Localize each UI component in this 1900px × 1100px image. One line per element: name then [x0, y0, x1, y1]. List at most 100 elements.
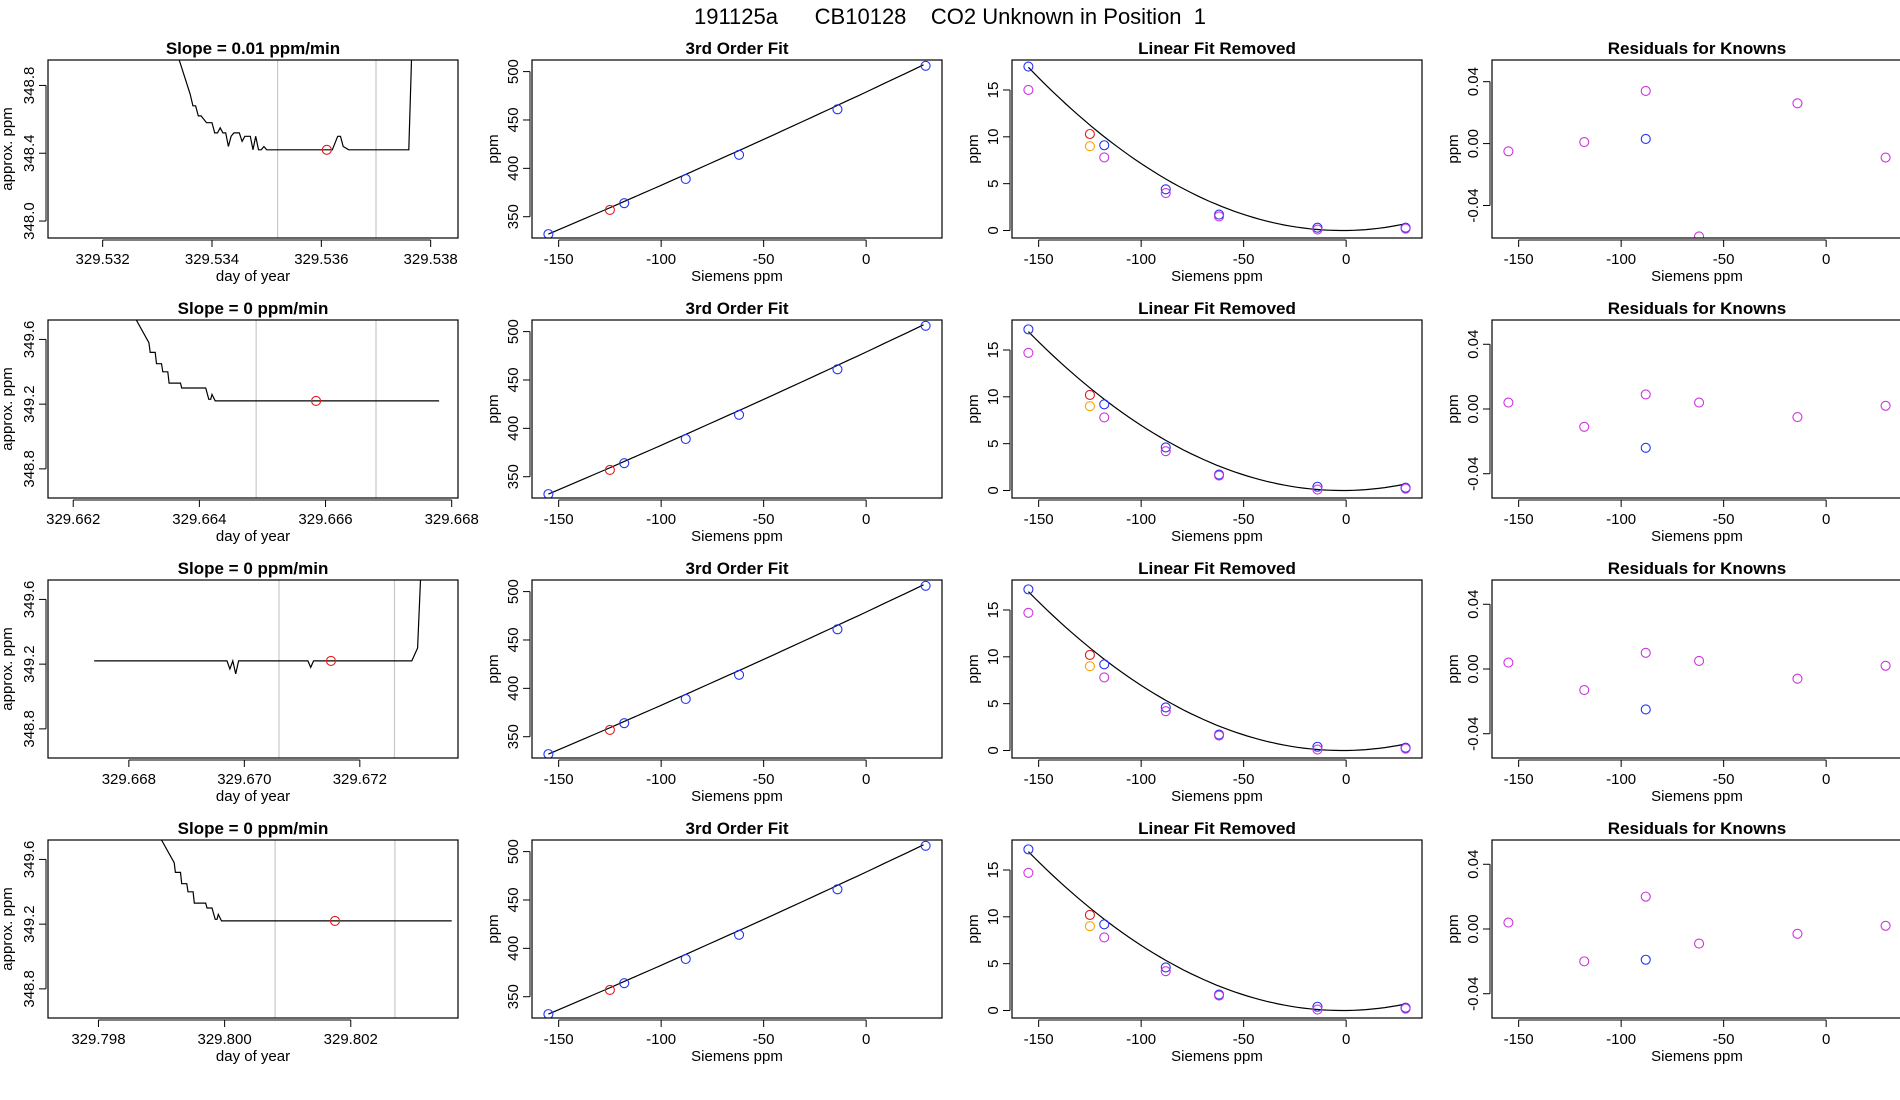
- y-tick-label: 348.4: [21, 134, 38, 172]
- y-tick-label: 5: [985, 439, 1002, 447]
- y-tick-label: 400: [505, 156, 522, 181]
- x-tick-label: 329.668: [425, 511, 479, 528]
- x-tick-label: -50: [1233, 1031, 1255, 1048]
- y-tick-label: 10: [985, 128, 1002, 145]
- data-point: [619, 978, 630, 989]
- y-axis-label: ppm: [485, 914, 502, 943]
- data-point: [543, 229, 554, 238]
- data-point: [1640, 647, 1651, 658]
- y-tick-label: 500: [505, 59, 522, 84]
- data-point: [733, 929, 745, 940]
- data-point: [1400, 743, 1411, 754]
- y-tick-label: 450: [505, 627, 522, 652]
- x-tick-label: -100: [646, 1031, 676, 1048]
- data-point: [1084, 128, 1095, 140]
- data-point: [1503, 657, 1514, 668]
- y-tick-label: 0.00: [1465, 914, 1482, 943]
- y-tick-label: 350: [505, 724, 522, 749]
- data-point: [619, 458, 630, 469]
- data-point: [832, 624, 843, 635]
- page-title: 191125a CB10128 CO2 Unknown in Position …: [693, 4, 1206, 29]
- x-tick-label: -100: [1126, 251, 1156, 268]
- data-point: [1312, 484, 1323, 495]
- data-point: [1214, 990, 1225, 1001]
- y-tick-label: 0.04: [1465, 850, 1482, 879]
- plot-frame: [47, 319, 459, 499]
- x-tick-label: -100: [1126, 1031, 1156, 1048]
- y-axis-label: ppm: [965, 134, 982, 163]
- chart-title: 3rd Order Fit: [686, 39, 789, 58]
- data-point: [1312, 481, 1323, 492]
- data-point: [832, 884, 843, 895]
- chart-title: Linear Fit Removed: [1138, 299, 1296, 318]
- x-axis-label: Siemens ppm: [691, 528, 783, 545]
- y-tick-label: 10: [985, 648, 1002, 665]
- chart-panel: Linear Fit Removed -150 -100 -50 0 Siemens pp…: [965, 559, 1423, 805]
- data-point: [1640, 891, 1651, 902]
- fit-curve: [1027, 851, 1404, 1012]
- data-point: [1099, 932, 1110, 943]
- y-tick-label: 0.00: [1465, 654, 1482, 683]
- y-tick-label: 0: [985, 746, 1002, 754]
- y-tick-label: 15: [985, 602, 1002, 619]
- data-point: [619, 718, 630, 729]
- data-point: [680, 693, 691, 705]
- y-tick-label: 5: [985, 179, 1002, 187]
- chart-panel: Linear Fit Removed -150 -100 -50 0 Siemens pp…: [965, 819, 1423, 1065]
- data-point: [1023, 584, 1034, 595]
- series-line: [135, 320, 440, 402]
- x-axis-label: Siemens ppm: [691, 1048, 783, 1065]
- data-point: [680, 433, 691, 445]
- y-tick-label: 450: [505, 107, 522, 132]
- data-point: [604, 984, 615, 995]
- data-point: [1579, 956, 1590, 967]
- data-point: [604, 724, 615, 735]
- x-axis-label: day of year: [216, 788, 290, 805]
- y-tick-label: 0.00: [1465, 129, 1482, 158]
- y-tick-label: 0.04: [1465, 67, 1482, 96]
- x-tick-label: -50: [1713, 1031, 1735, 1048]
- data-point: [1160, 702, 1171, 713]
- x-tick-label: 329.802: [324, 1031, 378, 1048]
- y-tick-label: 10: [985, 388, 1002, 405]
- data-point: [1579, 684, 1590, 696]
- data-point: [1880, 400, 1891, 411]
- plot-frame: [1491, 319, 1900, 499]
- y-tick-label: 350: [505, 204, 522, 229]
- y-tick-label: 349.2: [21, 385, 38, 423]
- y-tick-label: 450: [505, 367, 522, 392]
- chart-panel: Slope = 0 ppm/min 329.798 329.800 329.802 da…: [0, 819, 459, 1065]
- plot-frame: [531, 579, 943, 759]
- y-axis-label: ppm: [965, 394, 982, 423]
- data-point: [1640, 954, 1651, 965]
- x-tick-label: -150: [544, 771, 574, 788]
- x-axis-label: Siemens ppm: [1171, 268, 1263, 285]
- chart-panel: Linear Fit Removed -150 -100 -50 0 Siemens pp…: [965, 39, 1423, 285]
- y-tick-label: 400: [505, 676, 522, 701]
- x-axis-label: Siemens ppm: [1171, 1048, 1263, 1065]
- data-point: [329, 915, 341, 926]
- x-axis-label: day of year: [216, 268, 290, 285]
- x-axis-label: Siemens ppm: [691, 268, 783, 285]
- plot-frame: [1491, 59, 1900, 239]
- fit-curve: [548, 584, 924, 755]
- y-tick-label: 400: [505, 416, 522, 441]
- x-tick-label: 0: [1822, 251, 1830, 268]
- x-tick-label: -100: [1606, 771, 1636, 788]
- x-tick-label: -100: [1606, 511, 1636, 528]
- y-axis-label: approx. ppm: [0, 367, 16, 450]
- x-axis-label: Siemens ppm: [1651, 268, 1743, 285]
- x-axis-label: day of year: [216, 528, 290, 545]
- chart-title: Linear Fit Removed: [1138, 559, 1296, 578]
- x-tick-label: -50: [1233, 511, 1255, 528]
- x-tick-label: 329.662: [46, 511, 100, 528]
- data-point: [1312, 1004, 1323, 1015]
- x-tick-label: 0: [1822, 511, 1830, 528]
- y-tick-label: -0.04: [1465, 188, 1482, 222]
- data-point: [1312, 1001, 1323, 1012]
- y-axis-label: ppm: [1445, 654, 1462, 683]
- y-tick-label: 350: [505, 464, 522, 489]
- x-tick-label: 0: [1342, 1031, 1350, 1048]
- chart-title: Slope = 0 ppm/min: [178, 559, 329, 578]
- plot-frame: [531, 59, 943, 239]
